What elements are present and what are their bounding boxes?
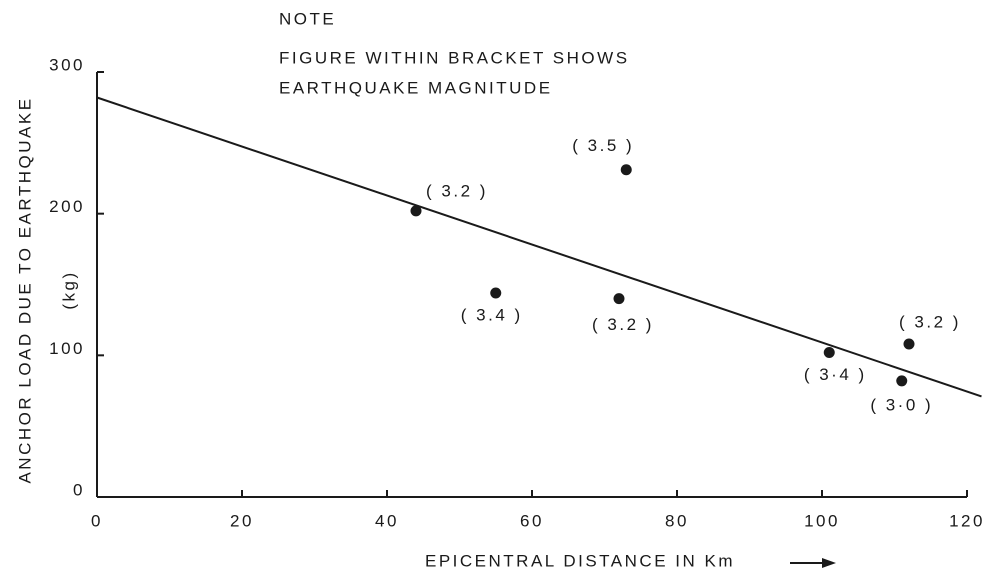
point-label: ( 3.2 ) [592,315,654,334]
trend-line [96,96,982,398]
x-tick-label: 0 [91,511,103,530]
y-tick-label: 100 [49,339,85,358]
point-label: ( 3·0 ) [870,395,933,414]
note-line: NOTE [279,9,336,28]
point [620,164,632,176]
x-tick-label: 20 [230,511,254,530]
arrow [790,558,836,568]
point [490,287,502,299]
note-line: EARTHQUAKE MAGNITUDE [279,78,553,97]
point [823,347,835,358]
x-tick-label: 100 [804,511,840,530]
point [903,338,915,350]
y-tick-label: 300 [49,55,85,74]
note-line: FIGURE WITHIN BRACKET SHOWS [279,48,630,67]
point [896,375,908,387]
y-tick-label: 0 [73,480,85,499]
y-axis-unit: (kg) [59,270,78,309]
y-axis-label: ANCHOR LOAD DUE TO EARTHQUAKE [15,96,34,483]
point [410,205,422,217]
point-label: ( 3.2 ) [426,181,488,200]
point [613,293,625,305]
x-tick-label: 60 [520,511,544,530]
point-label: ( 3.5 ) [572,136,634,155]
x-tick-label: 40 [375,511,399,530]
point-label: ( 3·4 ) [804,365,867,384]
point-label: ( 3.2 ) [899,312,961,331]
point-label: ( 3.4 ) [461,305,523,324]
x-tick-label: 120 [949,511,985,530]
x-tick-label: 80 [665,511,689,530]
y-tick-label: 200 [49,197,85,216]
x-axis-label: EPICENTRAL DISTANCE IN Km [425,551,735,570]
